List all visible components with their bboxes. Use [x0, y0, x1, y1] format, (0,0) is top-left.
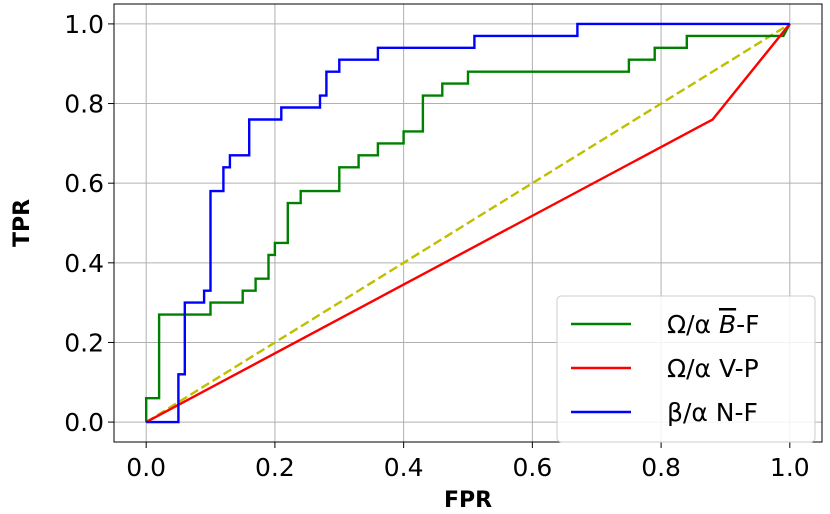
y-axis-label: TPR [10, 199, 35, 247]
y-tick-label: 0.4 [64, 249, 104, 278]
x-tick-label: 0.8 [641, 453, 681, 482]
legend-entry-part: β/α N-F [667, 398, 758, 427]
legend-frame [556, 295, 816, 443]
legend: Ω/α B-F Ω/α V-P β/α N-F [556, 295, 816, 443]
x-tick-label: 0.6 [512, 453, 552, 482]
chance-diagonal-line [145, 22, 791, 424]
legend-entry-part: -F [736, 310, 759, 339]
x-tick-label: 0.0 [126, 453, 166, 482]
plot-frame [113, 3, 823, 443]
y-tick-label: 1.0 [64, 10, 104, 39]
y-tick-label: 0.8 [64, 90, 104, 119]
y-tick-label: 0.0 [64, 408, 104, 437]
legend-entry: β/α N-F [667, 398, 758, 427]
plot-lines [144, 22, 791, 424]
roc-series-line-1 [145, 23, 791, 424]
legend-entry-part: B [719, 310, 736, 339]
y-tick-label: 0.2 [64, 328, 104, 357]
legend-entry-part: Ω/α [667, 310, 719, 339]
legend-entry: Ω/α V-P [667, 354, 759, 383]
roc-series-line-2 [146, 22, 790, 424]
grid [114, 4, 822, 442]
legend-entry-part: Ω/α V-P [667, 354, 759, 383]
x-tick-label: 0.4 [384, 453, 424, 482]
tick-labels: 0.0 0.2 0.4 0.6 0.8 1.0 0.0 0.2 0.4 0.6 0.8 1.0 [64, 10, 809, 482]
roc-series-line-0 [144, 23, 791, 423]
x-tick-label: 0.2 [255, 453, 295, 482]
x-axis-label: FPR [444, 488, 492, 513]
y-tick-label: 0.6 [64, 169, 104, 198]
legend-entry: Ω/α B-F [667, 310, 760, 339]
x-tick-label: 1.0 [770, 453, 810, 482]
